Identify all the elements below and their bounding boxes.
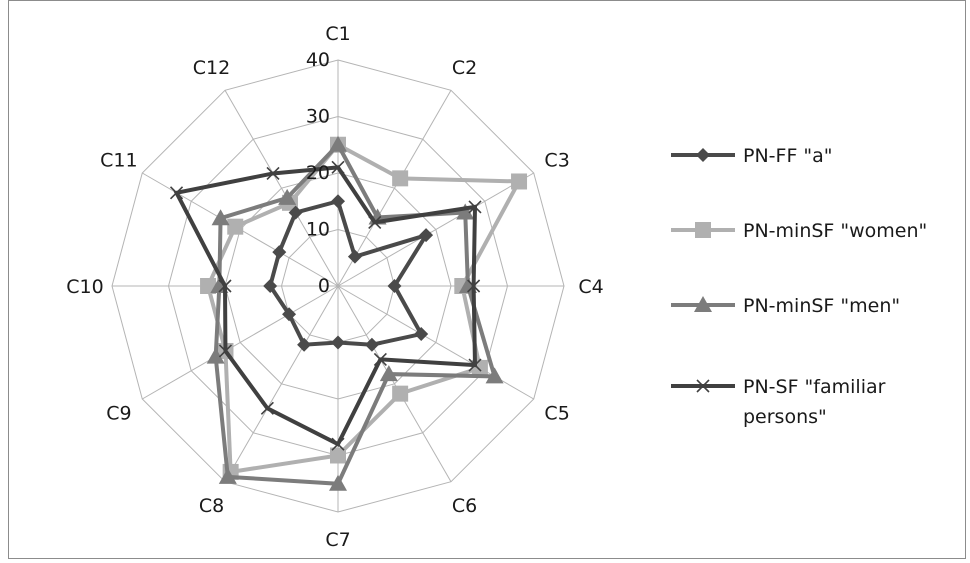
data-point [368, 215, 382, 229]
legend-label: PN-FF "a" [743, 145, 833, 167]
data-point [379, 365, 398, 382]
series-1 [263, 194, 434, 352]
data-point [218, 467, 237, 484]
data-point [206, 347, 225, 364]
data-point [288, 205, 303, 220]
legend-item: PN-FF "a" [671, 145, 833, 167]
grid-spoke [224, 285, 339, 482]
data-point [347, 249, 362, 264]
legend-label: PN-SF "familiar [743, 376, 886, 398]
data-point [266, 166, 280, 181]
data-point [467, 279, 481, 293]
legend-marker [696, 379, 710, 393]
radar-grid [111, 59, 565, 513]
data-point [272, 245, 287, 260]
grid-spoke [142, 285, 339, 400]
legend: PN-FF "a" PN-minSF "women" PN-minSF "men" P… [671, 145, 927, 428]
data-point [169, 186, 184, 200]
category-label: C12 [193, 57, 230, 79]
legend-marker [696, 148, 710, 162]
category-label: C4 [578, 276, 603, 298]
data-point [297, 337, 312, 352]
legend-label: PN-minSF "women" [743, 220, 927, 242]
data-point [331, 437, 345, 451]
category-label: C6 [452, 495, 477, 517]
data-point [329, 135, 347, 152]
data-point [419, 228, 434, 243]
data-point [260, 401, 274, 415]
category-label: C5 [544, 403, 569, 425]
category-label: C1 [325, 23, 350, 45]
data-point [218, 344, 233, 358]
legend-marker [694, 296, 712, 312]
data-point [373, 352, 387, 366]
category-labels: C1 C2 C3 C4 C5 C6 C7 C8 C9 C10 C11 C12 [66, 23, 603, 551]
category-label: C11 [100, 150, 137, 172]
data-point [218, 279, 232, 293]
category-label: C3 [544, 150, 569, 172]
data-point [392, 170, 409, 187]
grid-spoke [337, 172, 534, 287]
tick-label: 0 [318, 275, 330, 297]
data-point [364, 337, 379, 352]
data-point [263, 279, 278, 293]
grid-spoke [224, 90, 339, 287]
grid-spoke [337, 285, 452, 482]
data-point [211, 209, 230, 226]
data-point [329, 474, 347, 491]
chart-frame [8, 0, 966, 559]
data-point [330, 447, 346, 464]
data-point [511, 173, 528, 190]
legend-label: PN-minSF "men" [743, 295, 900, 317]
series-4 [169, 160, 482, 451]
data-point [387, 279, 402, 293]
legend-marker [695, 222, 711, 238]
radial-ticks: 0 10 20 30 40 [306, 49, 330, 297]
legend-label: persons" [743, 406, 827, 428]
category-label: C7 [325, 529, 350, 551]
tick-label: 10 [306, 219, 330, 241]
legend-item: PN-minSF "men" [671, 295, 900, 317]
data-point [468, 200, 482, 214]
tick-label: 30 [306, 106, 330, 128]
data-point [485, 367, 504, 384]
category-label: C10 [66, 276, 103, 298]
data-point [227, 218, 244, 235]
category-label: C9 [106, 403, 131, 425]
legend-item: PN-SF "familiar persons" [671, 376, 886, 428]
data-point [456, 203, 475, 220]
data-point [282, 307, 297, 322]
data-point [278, 188, 297, 205]
tick-label: 20 [306, 162, 330, 184]
legend-item: PN-minSF "women" [671, 220, 927, 242]
data-point [414, 327, 429, 342]
category-label: C2 [452, 57, 477, 79]
data-point [331, 335, 345, 350]
data-point [331, 160, 345, 174]
radar-series [169, 135, 528, 491]
category-label: C8 [199, 495, 224, 517]
data-point [468, 358, 482, 372]
data-point [331, 194, 345, 209]
data-point [392, 385, 409, 402]
tick-label: 40 [306, 49, 330, 71]
